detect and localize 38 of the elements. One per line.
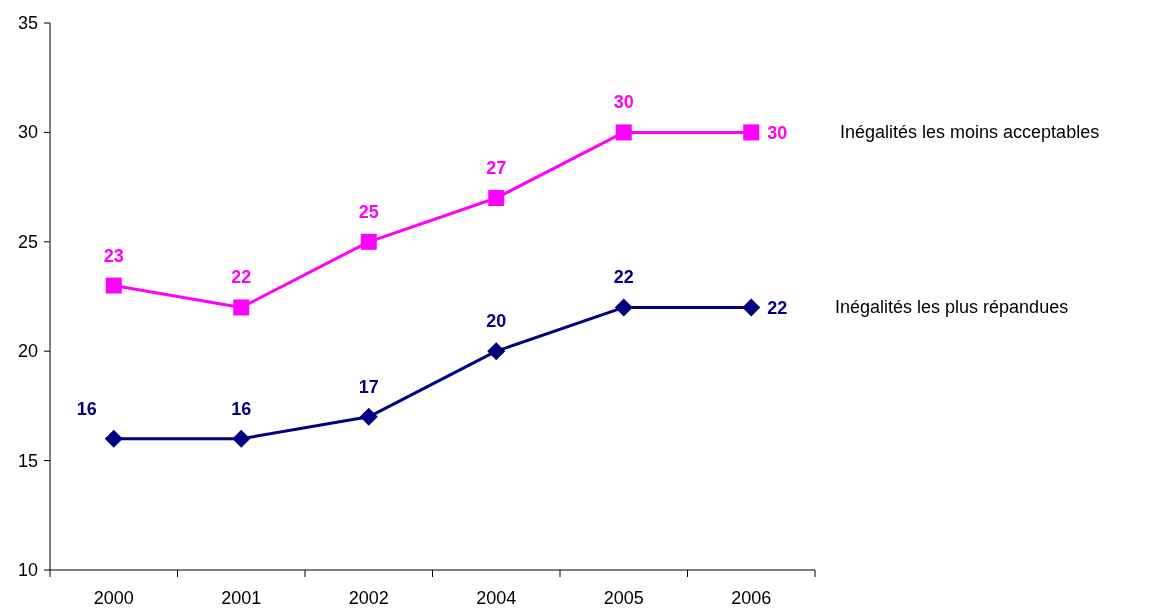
text: Inégalités les moins acceptables xyxy=(840,122,1100,143)
data-label: 30 xyxy=(613,92,634,113)
point xyxy=(360,233,377,250)
point xyxy=(614,298,633,317)
point xyxy=(742,298,761,317)
data-label: 17 xyxy=(358,376,379,397)
x-tick-label: 2002 xyxy=(348,588,389,608)
point xyxy=(743,124,760,141)
y-tick-label: 35 xyxy=(17,13,38,33)
point xyxy=(359,407,378,426)
data-label: 25 xyxy=(358,201,379,222)
point xyxy=(232,429,251,448)
y-tick-label: 25 xyxy=(17,231,38,252)
point xyxy=(488,190,505,207)
data-label: 27 xyxy=(486,158,507,179)
data-label: 30 xyxy=(767,123,788,144)
data-label: 16 xyxy=(76,398,97,419)
data-label: 22 xyxy=(231,267,252,288)
x-tick-label: 2000 xyxy=(93,588,134,608)
point xyxy=(104,429,123,448)
y-tick-label: 10 xyxy=(17,560,38,580)
point xyxy=(615,124,632,141)
point xyxy=(233,299,250,316)
x-tick-label: 2005 xyxy=(603,588,644,608)
point xyxy=(487,342,506,361)
point xyxy=(105,277,122,294)
data-label: 22 xyxy=(767,298,788,319)
text: Inégalités les plus répandues xyxy=(835,297,1069,318)
y-tick-label: 20 xyxy=(17,341,38,362)
x-tick-label: 2004 xyxy=(476,588,517,608)
x-tick-label: 2006 xyxy=(731,588,772,608)
data-label: 23 xyxy=(103,245,124,266)
data-label: 16 xyxy=(231,398,252,419)
data-label: 20 xyxy=(486,311,507,332)
y-tick-label: 15 xyxy=(17,450,38,471)
y-tick-label: 30 xyxy=(17,122,38,143)
x-tick-label: 2001 xyxy=(221,588,262,608)
data-label: 22 xyxy=(613,267,634,288)
